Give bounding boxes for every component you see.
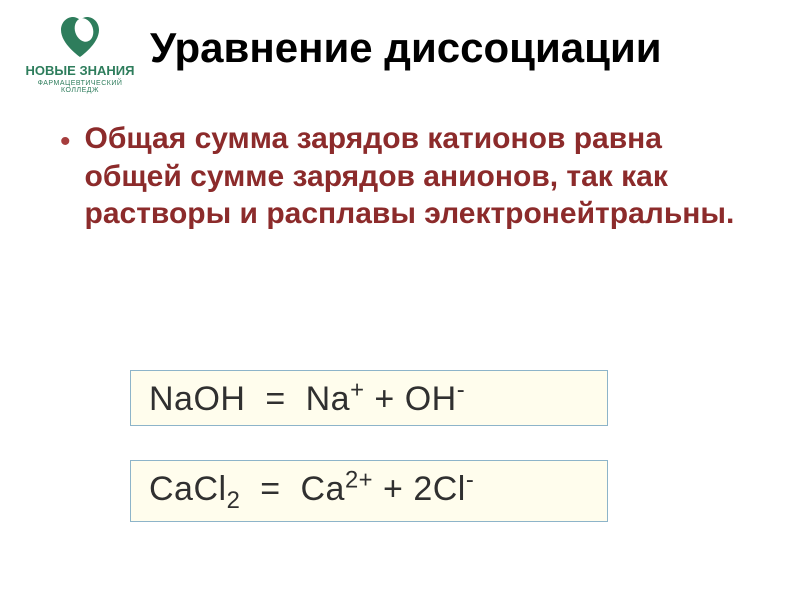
body-paragraph: Общая сумма зарядов катионов равна общей… <box>85 120 760 233</box>
equation-box-1: NaOH = Na+ + OH- <box>130 370 608 426</box>
eq2-rhs-1: Ca <box>300 470 344 508</box>
eq2-lhs-base: CaCl <box>149 470 227 508</box>
body-text-block: • Общая сумма зарядов катионов равна общ… <box>60 120 760 233</box>
eq2-sup-1: 2+ <box>345 467 373 494</box>
equation-1: NaOH = Na+ + OH- <box>149 380 465 418</box>
equation-box-2: CaCl2 = Ca2+ + 2Cl- <box>130 460 608 522</box>
logo-name: НОВЫЕ ЗНАНИЯ <box>20 64 140 78</box>
logo: НОВЫЕ ЗНАНИЯ ФАРМАЦЕВТИЧЕСКИЙ КОЛЛЕДЖ <box>20 12 140 94</box>
logo-subtitle: ФАРМАЦЕВТИЧЕСКИЙ КОЛЛЕДЖ <box>20 80 140 94</box>
slide-title: Уравнение диссоциации <box>150 24 770 72</box>
eq1-lhs: NaOH <box>149 380 245 418</box>
eq1-rhs-1: Na <box>306 380 350 418</box>
equation-2: CaCl2 = Ca2+ + 2Cl- <box>149 470 474 508</box>
heart-drop-icon <box>55 12 105 62</box>
eq1-sup-2: - <box>457 377 465 404</box>
eq2-lhs-sub: 2 <box>227 487 241 514</box>
bullet-icon: • <box>60 124 71 160</box>
eq2-sup-2: - <box>466 467 474 494</box>
eq2-rhs-2: + 2Cl <box>373 470 466 508</box>
eq1-rhs-2: + OH <box>364 380 456 418</box>
eq1-sup-1: + <box>350 377 364 404</box>
